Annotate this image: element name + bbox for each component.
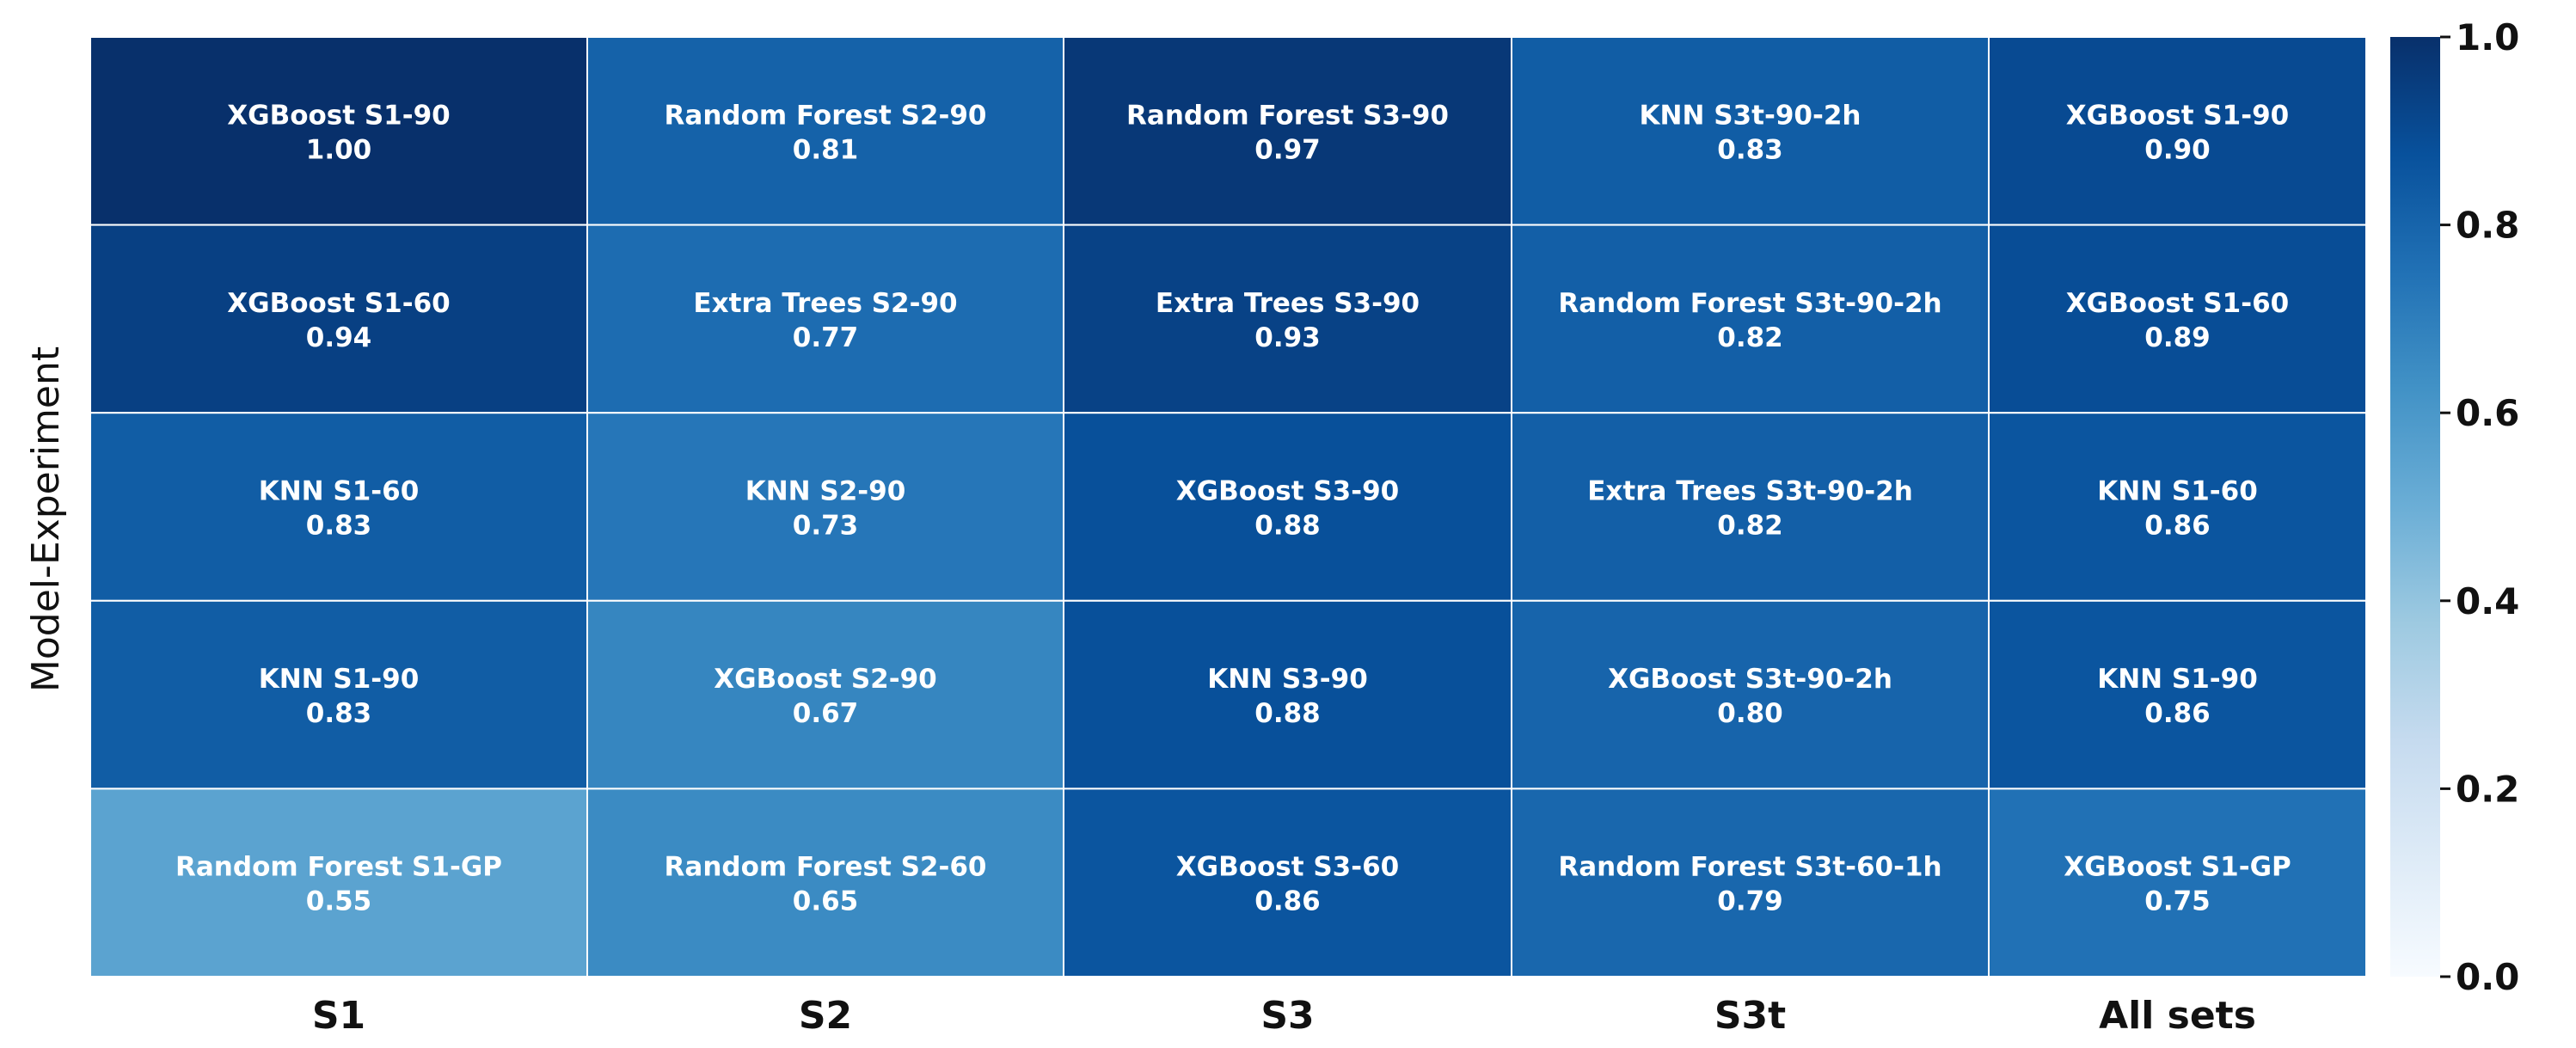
heatmap-cell (586, 788, 1064, 978)
heatmap-cell (1988, 412, 2367, 602)
cell-value-label: 0.82 (1717, 511, 1783, 542)
heatmap-cell (1511, 412, 1990, 602)
column-label: S2 (799, 994, 852, 1038)
cell-value-label: 0.86 (2144, 511, 2211, 542)
heatmap-cell (1063, 412, 1512, 602)
cell-value-label: 0.75 (2144, 886, 2211, 917)
heatmap-cell (1063, 36, 1512, 226)
cell-value-label: 0.80 (1717, 698, 1783, 729)
colorbar-gradient (2390, 37, 2440, 977)
cell-model-label: XGBoost S3-60 (1176, 852, 1400, 883)
heatmap-cell (89, 36, 588, 226)
cell-model-label: Random Forest S3-90 (1126, 100, 1449, 131)
colorbar: 0.0 0.2 0.4 0.6 0.8 1.0 (2390, 16, 2519, 998)
cell-model-label: KNN S1-90 (259, 664, 420, 695)
cell-value-label: 0.81 (793, 134, 859, 165)
heatmap-cell (89, 412, 588, 602)
heatmap-cell (586, 412, 1064, 602)
column-label: S3 (1260, 994, 1314, 1038)
cell-value-label: 0.97 (1254, 134, 1321, 165)
heatmap-cell (1988, 36, 2367, 226)
cell-model-label: XGBoost S3t-90-2h (1608, 664, 1892, 695)
cell-model-label: XGBoost S3-90 (1176, 476, 1400, 507)
heatmap-cell (89, 788, 588, 978)
cell-model-label: KNN S1-60 (2097, 476, 2258, 507)
heatmap-cell (586, 224, 1064, 414)
cell-model-label: Random Forest S2-60 (665, 852, 987, 883)
heatmap-cell (1063, 224, 1512, 414)
cell-value-label: 0.90 (2144, 134, 2211, 165)
heatmap-cell (1988, 224, 2367, 414)
cell-model-label: Extra Trees S3-90 (1156, 288, 1420, 319)
column-label: S3t (1714, 994, 1786, 1038)
colorbar-tick-label: 0.4 (2456, 580, 2519, 622)
cell-model-label: XGBoost S2-90 (714, 664, 937, 695)
cell-value-label: 0.67 (793, 698, 859, 729)
cell-value-label: 0.83 (1717, 134, 1783, 165)
y-axis-label: Model-Experiment (24, 346, 68, 692)
cell-value-label: 0.79 (1717, 886, 1783, 917)
cell-model-label: Random Forest S2-90 (665, 100, 987, 131)
cell-model-label: KNN S1-60 (259, 476, 420, 507)
cell-value-label: 0.94 (306, 322, 372, 353)
cell-model-label: Extra Trees S2-90 (693, 288, 957, 319)
colorbar-tick-label: 0.8 (2456, 205, 2519, 247)
cell-model-label: KNN S3t-90-2h (1640, 100, 1861, 131)
colorbar-tick-label: 1.0 (2456, 16, 2519, 58)
cell-model-label: KNN S3-90 (1207, 664, 1368, 695)
cell-value-label: 0.55 (306, 886, 372, 917)
cell-model-label: XGBoost S1-90 (2066, 100, 2290, 131)
cell-value-label: 0.86 (2144, 698, 2211, 729)
colorbar-tick-label: 0.2 (2456, 768, 2519, 810)
heatmap-cell (1988, 788, 2367, 978)
cell-model-label: Random Forest S3t-60-1h (1558, 852, 1941, 883)
cell-value-label: 0.83 (306, 698, 372, 729)
cell-model-label: KNN S1-90 (2097, 664, 2258, 695)
heatmap-cell (1511, 788, 1990, 978)
heatmap-cell (1511, 36, 1990, 226)
cell-value-label: 0.93 (1254, 322, 1321, 353)
heatmap-cell (1063, 788, 1512, 978)
heatmap-cell (89, 224, 588, 414)
cell-value-label: 0.88 (1254, 698, 1321, 729)
cell-value-label: 0.83 (306, 511, 372, 542)
colorbar-tick-label: 0.6 (2456, 392, 2519, 434)
colorbar-tick-label: 0.0 (2456, 956, 2519, 998)
heatmap-cell (1063, 599, 1512, 790)
heatmap-cell (586, 599, 1064, 790)
column-labels: S1 S2 S3 S3t All sets (312, 994, 2256, 1038)
column-label: S1 (312, 994, 365, 1038)
cell-model-label: XGBoost S1-60 (2066, 288, 2290, 319)
cell-model-label: XGBoost S1-60 (227, 288, 451, 319)
cell-model-label: Extra Trees S3t-90-2h (1587, 476, 1913, 507)
cell-model-label: XGBoost S1-90 (227, 100, 451, 131)
heatmap-cell (1988, 599, 2367, 790)
cell-model-label: Random Forest S1-GP (175, 852, 502, 883)
cell-model-label: KNN S2-90 (745, 476, 906, 507)
column-label: All sets (2099, 994, 2256, 1038)
heatmap-cell (1511, 599, 1990, 790)
cell-value-label: 0.73 (793, 511, 859, 542)
cell-value-label: 0.65 (793, 886, 859, 917)
cell-value-label: 0.89 (2144, 322, 2211, 353)
cell-value-label: 0.82 (1717, 322, 1783, 353)
heatmap-cell (586, 36, 1064, 226)
cell-value-label: 1.00 (306, 134, 372, 165)
cell-value-label: 0.86 (1254, 886, 1321, 917)
cell-model-label: XGBoost S1-GP (2064, 852, 2291, 883)
cell-value-label: 0.77 (793, 322, 859, 353)
cell-model-label: Random Forest S3t-90-2h (1558, 288, 1941, 319)
cell-value-label: 0.88 (1254, 511, 1321, 542)
